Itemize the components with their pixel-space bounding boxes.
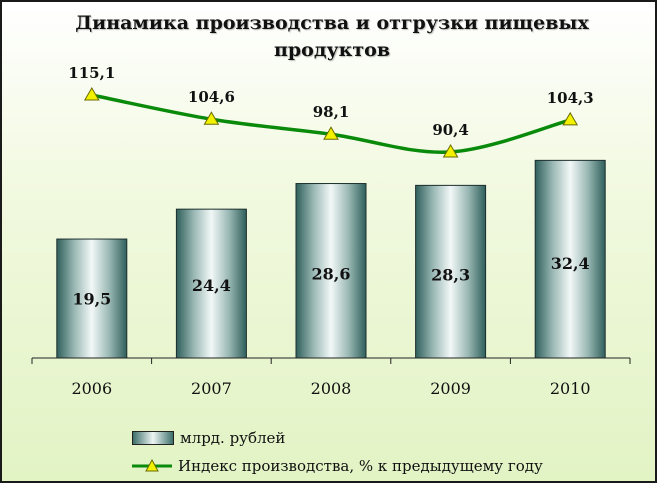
x-tick-label-2007: 2007 — [191, 379, 232, 398]
bar-2009 — [415, 184, 487, 359]
legend-item-bars: млрд. рублей — [132, 424, 543, 452]
legend-label-bars: млрд. рублей — [180, 429, 286, 447]
x-tick-label-2008: 2008 — [311, 379, 352, 398]
bar-label-2008: 28,6 — [312, 264, 351, 283]
legend-line-swatch — [132, 458, 172, 474]
legend-bar-swatch — [132, 431, 174, 445]
x-tick-label-2010: 2010 — [550, 379, 591, 398]
bar-label-2007: 24,4 — [192, 276, 231, 295]
legend-label-index: Индекс производства, % к предыдущему год… — [178, 457, 543, 475]
index-label-2008: 98,1 — [313, 103, 350, 121]
bar-label-2006: 19,5 — [72, 289, 111, 308]
index-marker-2008 — [323, 126, 339, 140]
legend-item-index: Индекс производства, % к предыдущему год… — [132, 452, 543, 480]
index-marker-2007 — [203, 111, 220, 125]
index-label-2006: 115,1 — [68, 64, 115, 82]
bar-2007 — [175, 208, 247, 359]
bar-2008 — [295, 183, 367, 359]
index-marker-2006 — [83, 87, 100, 101]
index-marker-2010 — [562, 111, 579, 126]
index-marker-2009 — [442, 144, 459, 158]
chart-title: Динамика производства и отгрузки пищевых… — [75, 12, 589, 61]
bar-label-2010: 32,4 — [551, 254, 590, 273]
bar-label-2009: 28,3 — [431, 265, 470, 284]
bar-2006 — [56, 238, 128, 359]
x-tick-label-2006: 2006 — [71, 379, 112, 398]
index-label-2007: 104,6 — [188, 88, 235, 106]
legend: млрд. рублей Индекс производства, % к пр… — [132, 424, 543, 480]
x-tick-label-2009: 2009 — [430, 379, 471, 398]
plot-area: 19,5 24,4 28,6 28,3 32,4 2006 2007 2008 2009 201… — [31, 64, 631, 398]
index-label-2010: 104,3 — [547, 89, 594, 107]
index-label-2009: 90,4 — [432, 121, 469, 139]
bar-2010 — [534, 159, 606, 359]
